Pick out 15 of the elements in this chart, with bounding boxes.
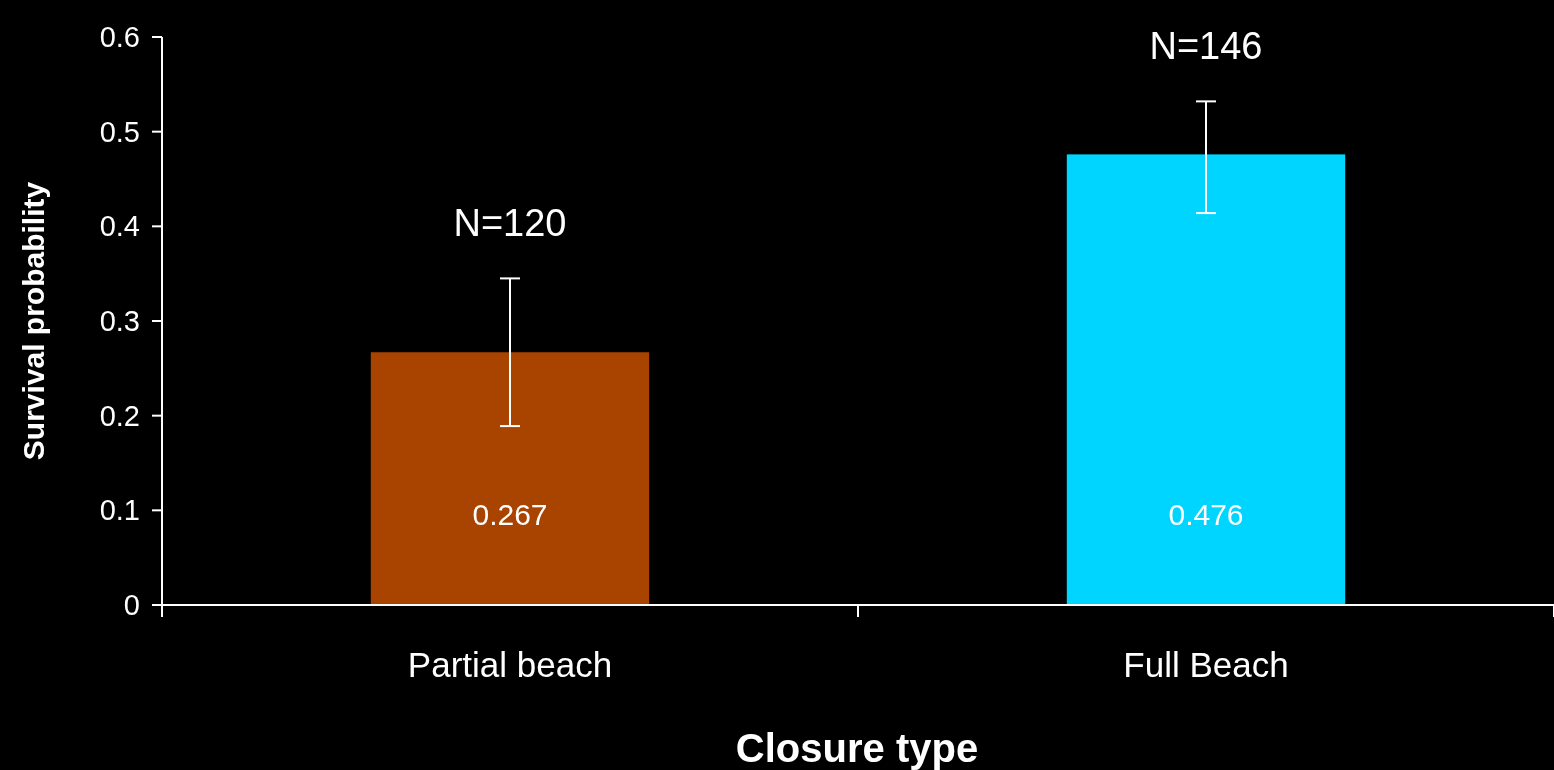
y-tick-label: 0.2: [99, 399, 140, 432]
y-tick-label: 0.5: [99, 115, 140, 148]
annotation: N=120: [453, 202, 567, 245]
y-tick-label: 0.3: [99, 305, 140, 338]
y-tick-label: 0.6: [99, 21, 140, 54]
data-label: 0.267: [472, 498, 548, 531]
data-label: 0.476: [1168, 498, 1244, 531]
y-tick-label: 0.1: [99, 494, 140, 527]
x-tick-label: Full Beach: [1123, 645, 1289, 684]
x-axis-title: Closure type: [735, 726, 979, 770]
y-tick-label: 0.4: [99, 210, 140, 243]
y-tick-label: 0: [123, 589, 140, 622]
annotation: N=146: [1149, 25, 1263, 68]
x-tick-label: Partial beach: [407, 645, 613, 684]
y-axis-title: Survival probability: [17, 181, 50, 461]
